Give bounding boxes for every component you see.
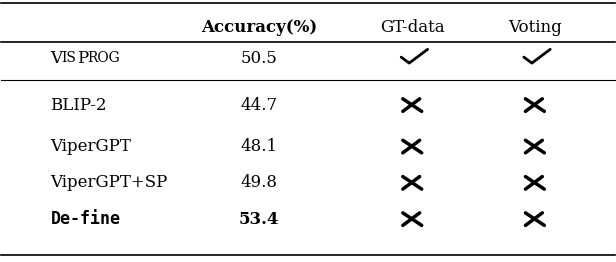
Text: GT-data: GT-data: [380, 19, 445, 36]
Text: 50.5: 50.5: [240, 50, 277, 67]
Text: Voting: Voting: [508, 19, 562, 36]
Text: BLIP-2: BLIP-2: [51, 97, 107, 114]
Text: 44.7: 44.7: [240, 97, 277, 114]
Text: De-fine: De-fine: [51, 210, 121, 228]
Text: V: V: [51, 50, 62, 67]
Text: IS: IS: [62, 51, 76, 66]
Text: ViperGPT: ViperGPT: [51, 138, 131, 155]
Text: P: P: [77, 50, 88, 67]
Text: Accuracy(%): Accuracy(%): [201, 19, 317, 36]
Text: ROG: ROG: [87, 51, 120, 66]
Text: 48.1: 48.1: [240, 138, 277, 155]
Text: ViperGPT+SP: ViperGPT+SP: [51, 174, 168, 191]
Text: 53.4: 53.4: [238, 211, 279, 228]
Text: 49.8: 49.8: [240, 174, 277, 191]
